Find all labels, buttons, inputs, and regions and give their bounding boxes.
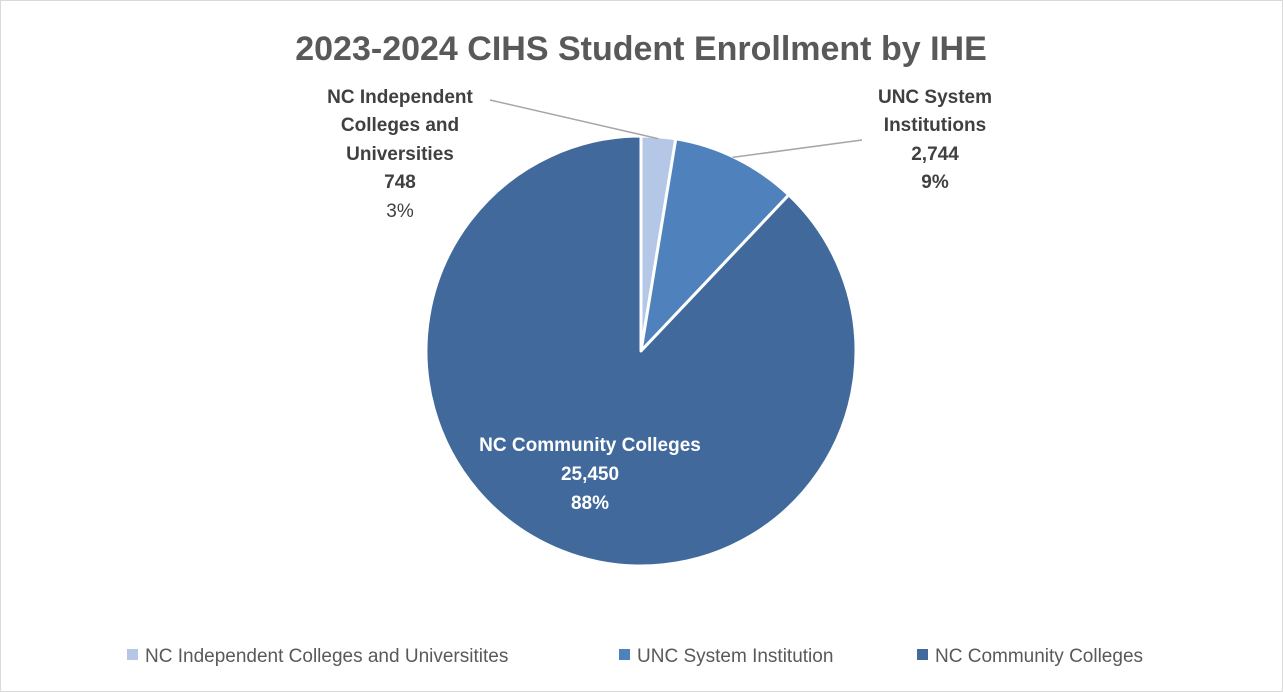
- legend-item-community: NC Community Colleges: [917, 646, 1143, 667]
- label-percent: 9%: [921, 172, 949, 193]
- label-line: NC Community Colleges: [479, 435, 701, 456]
- pie-slices: [424, 134, 858, 568]
- legend-item-unc: UNC System Institution: [619, 646, 833, 667]
- label-value: 2,744: [911, 144, 959, 165]
- leader-line-independent: [489, 99, 659, 140]
- data-label-unc: UNC System Institutions 2,744 9%: [878, 87, 992, 193]
- legend-swatch: [127, 649, 138, 660]
- leader-lines: [489, 99, 863, 159]
- label-line: Colleges and: [341, 115, 459, 136]
- chart-title: 2023-2024 CIHS Student Enrollment by IHE: [295, 30, 987, 68]
- leader-line-unc: [732, 139, 863, 159]
- legend-label: NC Community Colleges: [935, 646, 1143, 667]
- data-label-independent: NC Independent Colleges and Universities…: [327, 87, 473, 222]
- label-line: Institutions: [884, 115, 986, 136]
- label-value: 25,450: [561, 464, 619, 485]
- label-line: NC Independent: [327, 87, 473, 108]
- legend-item-independent: NC Independent Colleges and Universitite…: [127, 646, 508, 667]
- label-line: UNC System: [878, 87, 992, 108]
- pie-slice-community: [424, 134, 858, 568]
- legend-label: UNC System Institution: [637, 646, 833, 667]
- legend: NC Independent Colleges and Universitite…: [127, 646, 1143, 667]
- legend-swatch: [619, 649, 630, 660]
- pie-slice-unc: [639, 137, 791, 353]
- legend-label: NC Independent Colleges and Universitite…: [145, 646, 508, 667]
- label-line: Universities: [346, 144, 454, 165]
- label-percent: 3%: [386, 201, 414, 222]
- label-value: 748: [384, 172, 416, 193]
- label-percent: 88%: [571, 493, 609, 514]
- legend-swatch: [917, 649, 928, 660]
- data-label-community: NC Community Colleges 25,450 88%: [479, 435, 701, 514]
